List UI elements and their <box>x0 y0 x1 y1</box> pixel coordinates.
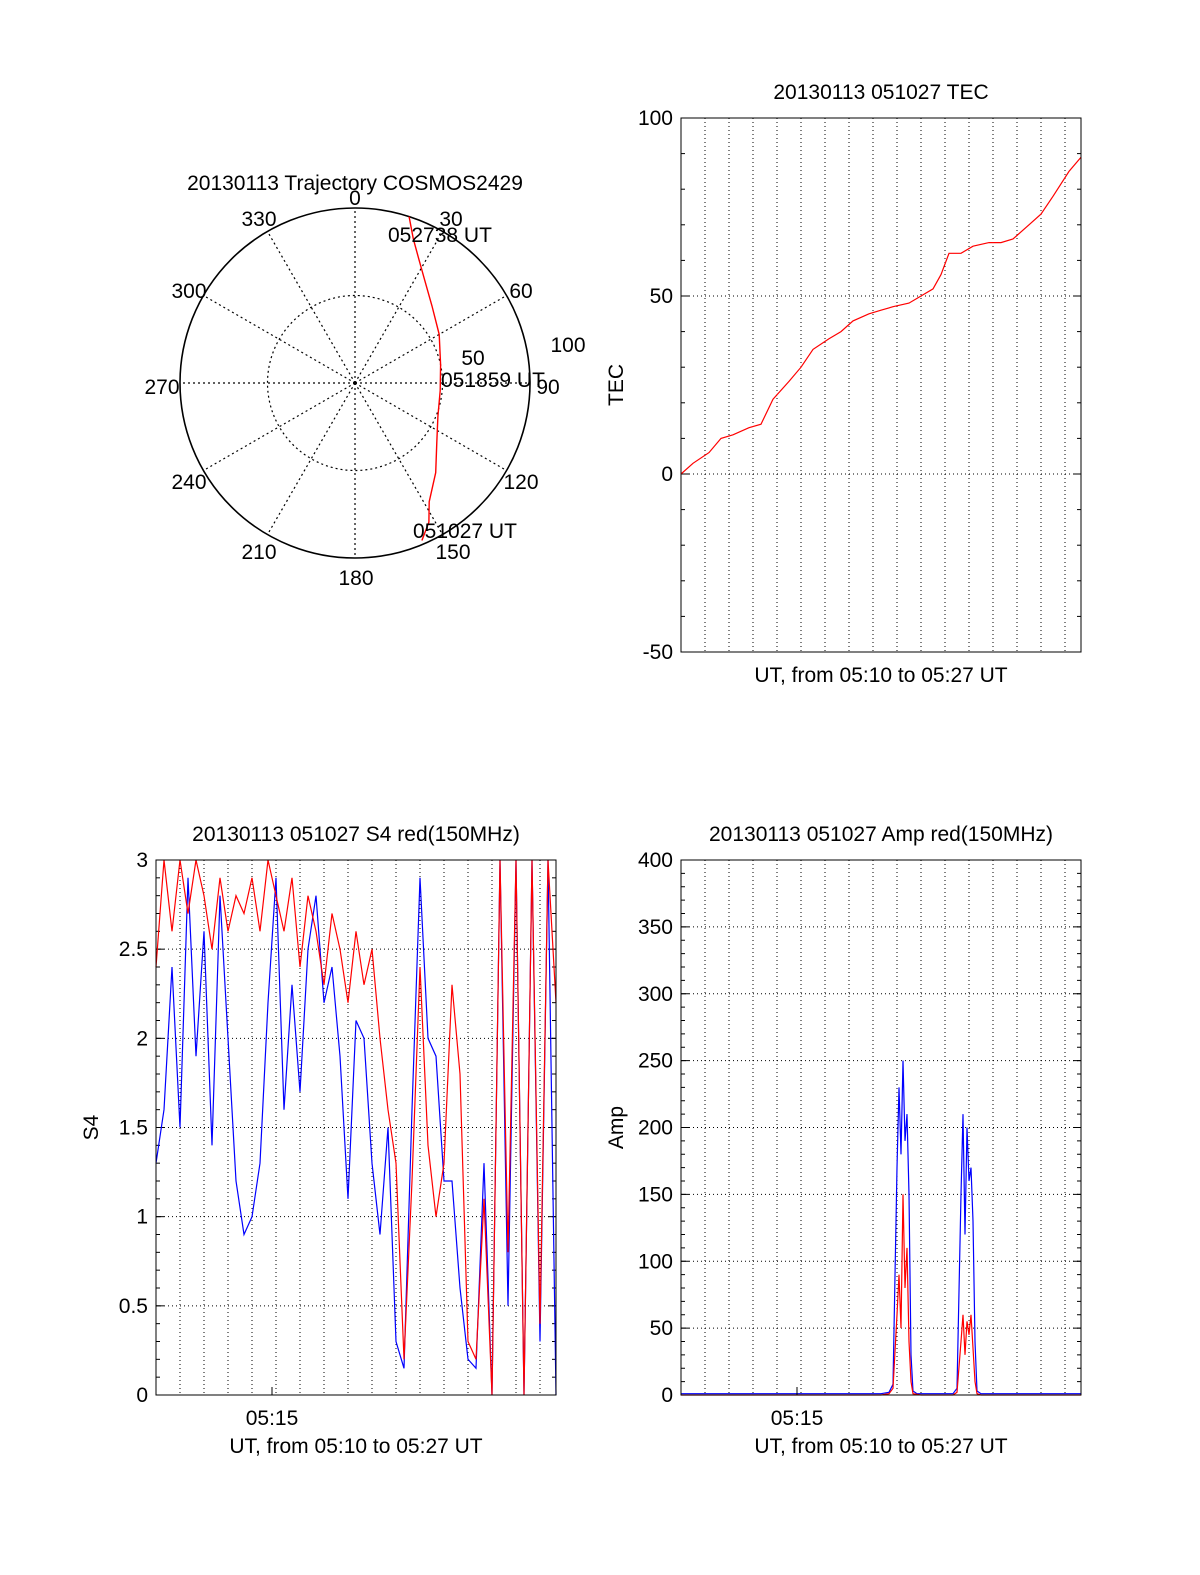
tec-series-red-line <box>680 156 1082 475</box>
s4-ytick-label: 0.5 <box>119 1295 148 1318</box>
trajectory-azimuth-label: 300 <box>171 280 206 303</box>
trajectory-azimuth-label: 60 <box>509 280 532 303</box>
trajectory-azimuth-label: 330 <box>241 208 276 231</box>
amp-xtick-label: 05:15 <box>771 1407 824 1430</box>
s4-series-red-line <box>155 859 557 1396</box>
amp-ytick-label: 0 <box>661 1384 673 1407</box>
amp-ytick-label: 300 <box>638 983 673 1006</box>
trajectory-azimuth-label: 120 <box>503 471 538 494</box>
s4-ytick-label: 1 <box>136 1206 148 1229</box>
amp-ytick-label: 100 <box>638 1250 673 1273</box>
amp-series-blue-line <box>681 1060 1081 1395</box>
s4-title: 20130113 051027 S4 red(150MHz) <box>192 823 520 846</box>
amp-x-axis-label: UT, from 05:10 to 05:27 UT <box>754 1435 1007 1458</box>
s4-xtick-label: 05:15 <box>246 1407 299 1430</box>
trajectory-azimuth-label: 0 <box>349 187 361 210</box>
amp-ytick-label: 250 <box>638 1050 673 1073</box>
trajectory-azimuth-label: 90 <box>536 376 559 399</box>
trajectory-radial-label: 100 <box>550 334 585 357</box>
s4-panel: 20130113 051027 S4 red(150MHz) 0 0.5 1 1.5 2 2… <box>80 823 557 1458</box>
trajectory-time-annotation: 052738 UT <box>388 224 492 247</box>
trajectory-azimuth-label: 210 <box>241 541 276 564</box>
trajectory-path <box>408 216 442 541</box>
tec-plot-frame <box>680 117 1082 653</box>
tec-ytick-label: 50 <box>650 285 673 308</box>
amp-ytick-label: 50 <box>650 1317 673 1340</box>
trajectory-spoke <box>266 231 356 384</box>
tec-panel: 20130113 051027 TEC -50 0 50 100 UT, from 05:… <box>605 81 1082 687</box>
s4-ytick-label: 2 <box>136 1027 148 1050</box>
s4-ytick-label: 2.5 <box>119 938 148 961</box>
trajectory-spoke <box>266 382 356 535</box>
tec-title: 20130113 051027 TEC <box>773 81 988 104</box>
s4-x-axis-label: UT, from 05:10 to 05:27 UT <box>229 1435 482 1458</box>
trajectory-radial-label: 50 <box>461 347 484 370</box>
amp-ytick-label: 400 <box>638 849 673 872</box>
trajectory-time-annotation: 051027 UT <box>413 520 517 543</box>
trajectory-azimuth-label: 30 <box>439 208 462 231</box>
s4-plot-frame <box>155 859 557 1396</box>
amp-ytick-label: 150 <box>638 1183 673 1206</box>
s4-ytick-label: 0 <box>136 1384 148 1407</box>
s4-ytick-label: 1.5 <box>119 1117 148 1140</box>
trajectory-inner-ring <box>266 294 444 472</box>
amp-ytick-label: 350 <box>638 916 673 939</box>
s4-y-axis-label: S4 <box>80 1114 103 1140</box>
trajectory-outer-ring <box>179 207 531 559</box>
tec-ytick-label: 0 <box>661 463 673 486</box>
amp-title: 20130113 051027 Amp red(150MHz) <box>709 823 1053 846</box>
tec-ytick-label: 100 <box>638 107 673 130</box>
trajectory-azimuth-label: 180 <box>338 567 373 590</box>
amp-ytick-label: 200 <box>638 1117 673 1140</box>
trajectory-azimuth-label: 270 <box>144 376 179 399</box>
tec-x-axis-label: UT, from 05:10 to 05:27 UT <box>754 664 1007 687</box>
trajectory-spoke <box>354 382 444 535</box>
trajectory-azimuth-label: 240 <box>171 471 206 494</box>
trajectory-time-annotation: 051859 UT <box>441 369 545 392</box>
tec-y-axis-label: TEC <box>605 364 628 406</box>
trajectory-spoke <box>203 382 356 472</box>
trajectory-azimuth-label: 150 <box>435 541 470 564</box>
trajectory-title: 20130113 Trajectory COSMOS2429 <box>187 172 523 195</box>
trajectory-spoke <box>354 294 507 384</box>
amp-y-axis-label: Amp <box>605 1106 628 1149</box>
amp-panel: 20130113 051027 Amp red(150MHz) 0 50 100 150… <box>605 823 1082 1458</box>
amp-plot-frame <box>680 859 1082 1396</box>
trajectory-spoke <box>354 231 444 384</box>
trajectory-spoke <box>354 382 507 472</box>
trajectory-spoke <box>203 294 356 384</box>
s4-ytick-label: 3 <box>136 849 148 872</box>
tec-ytick-label: -50 <box>643 641 673 664</box>
